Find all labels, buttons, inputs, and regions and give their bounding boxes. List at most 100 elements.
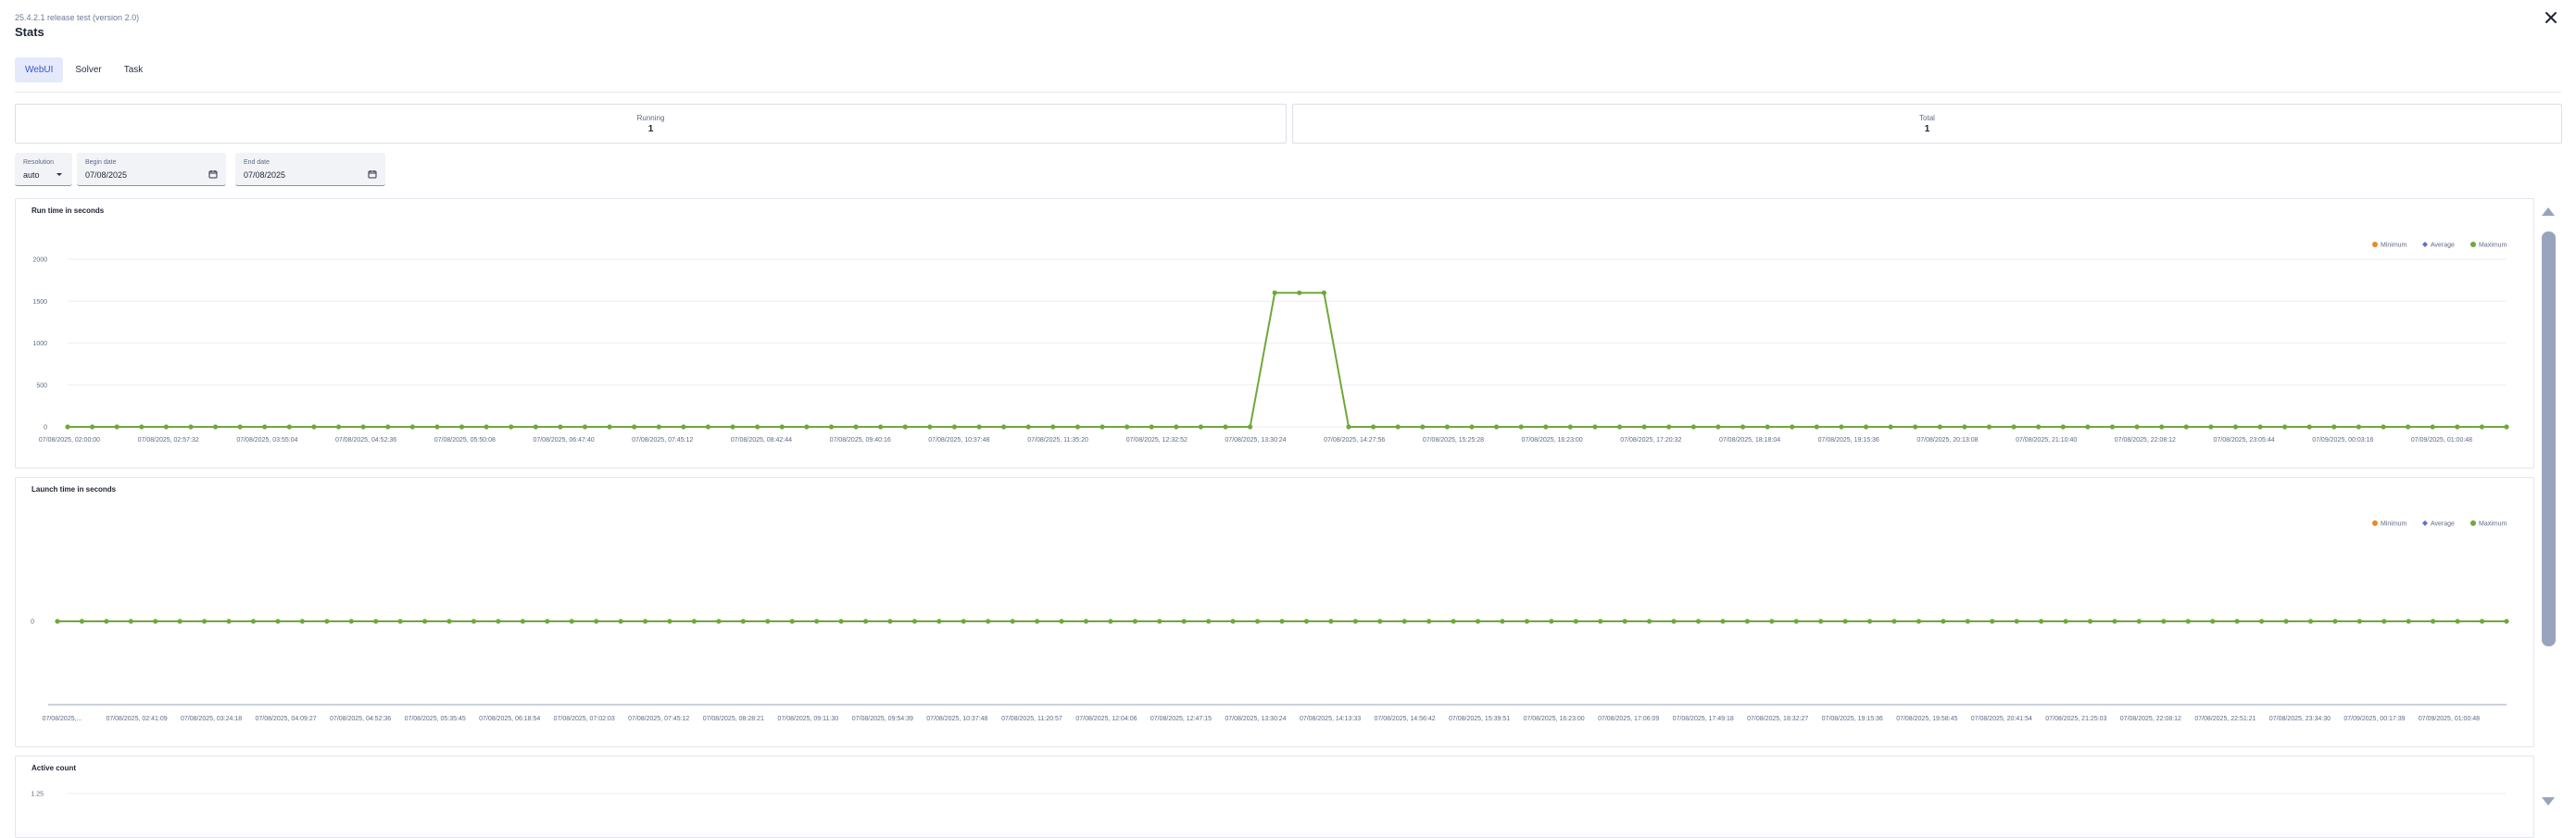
y-tick-label: 1000 — [32, 341, 47, 347]
scroll-up-icon[interactable] — [2541, 206, 2556, 217]
data-point — [509, 424, 514, 430]
data-point — [911, 619, 918, 624]
data-point — [1125, 424, 1130, 430]
data-point — [153, 619, 158, 624]
data-point — [716, 619, 722, 624]
legend-label-maximum: Maximum — [2479, 521, 2507, 528]
legend-label-average: Average — [2431, 243, 2455, 249]
data-point — [730, 424, 735, 430]
x-tick-label: 07/08/2025, 18:32:27 — [1747, 716, 1808, 722]
data-point — [1965, 619, 1970, 624]
data-point — [1641, 424, 1647, 430]
data-point — [1818, 619, 1824, 624]
dialog-subtitle: 25.4.2.1 release test (version 2.0) — [15, 13, 140, 22]
data-point — [2185, 619, 2191, 624]
data-point — [607, 424, 612, 430]
x-tick-label: 07/08/2025, 07:02:03 — [554, 716, 615, 722]
legend-marker-minimum — [2372, 242, 2378, 247]
legend-label-minimum: Minimum — [2381, 521, 2407, 528]
data-point — [1793, 619, 1799, 624]
data-point — [79, 619, 85, 624]
data-point — [1567, 424, 1573, 430]
data-point — [2381, 619, 2387, 624]
data-point — [828, 424, 835, 430]
data-point — [335, 424, 342, 430]
x-tick-label: 07/08/2025, 18:18:04 — [1719, 437, 1780, 444]
data-point — [1248, 424, 1253, 430]
calendar-icon[interactable] — [208, 169, 218, 179]
data-point — [2283, 619, 2289, 624]
close-button[interactable] — [2541, 7, 2561, 28]
data-point — [1671, 619, 1677, 624]
data-point — [582, 424, 588, 430]
tab-task[interactable]: Task — [123, 65, 144, 75]
data-point — [2039, 619, 2044, 624]
data-point — [1108, 619, 1113, 624]
calendar-icon[interactable] — [368, 169, 377, 179]
data-point — [986, 619, 991, 624]
data-point — [360, 424, 366, 430]
tab-solver[interactable]: Solver — [75, 65, 102, 75]
legend-marker-average — [2422, 520, 2428, 526]
begin-date-label: Begin date — [85, 159, 117, 166]
data-point — [853, 424, 859, 430]
data-point — [862, 619, 869, 624]
x-tick-label: 07/08/2025, 09:40:16 — [830, 437, 891, 444]
data-point — [2430, 424, 2435, 430]
scrollbar-thumb[interactable] — [2542, 231, 2556, 646]
data-point — [1986, 424, 1992, 430]
x-tick-label: 07/08/2025, 21:25:03 — [2045, 716, 2106, 722]
tab-webui[interactable]: WebUI — [15, 57, 64, 82]
data-point — [1720, 619, 1726, 624]
data-point — [1913, 424, 1918, 430]
resolution-select[interactable]: Resolution auto — [15, 153, 72, 186]
x-tick-label: 07/08/2025, 19:15:36 — [1822, 716, 1883, 722]
close-icon — [2545, 12, 2557, 23]
data-point — [2060, 424, 2066, 430]
data-point — [740, 619, 746, 624]
y-tick-label: 0 — [44, 425, 47, 432]
x-tick-label: 07/08/2025, 04:52:36 — [330, 716, 391, 722]
data-point — [237, 424, 243, 430]
x-tick-label: 07/08/2025, 03:55:04 — [236, 437, 297, 444]
data-point — [1863, 424, 1869, 430]
total-stat-card: Total 1 — [1292, 104, 2562, 144]
data-point — [1132, 619, 1137, 624]
data-point — [1666, 424, 1672, 430]
data-point — [1695, 619, 1702, 624]
x-tick-label: 07/08/2025, 19:58:45 — [1896, 716, 1957, 722]
run-time-panel: Run time in seconds Minimum Average Maximu… — [15, 198, 2534, 469]
x-tick-label: 07/08/2025, 15:25:28 — [1423, 437, 1484, 444]
x-tick-label: 07/08/2025, 09:54:39 — [852, 716, 913, 722]
resolution-value: auto — [23, 170, 40, 180]
scroll-down-icon[interactable] — [2541, 796, 2556, 807]
x-tick-label: 07/08/2025, 21:10:40 — [2016, 437, 2077, 444]
data-point — [1254, 619, 1261, 624]
data-point — [1622, 619, 1627, 624]
data-point — [1916, 619, 1922, 624]
data-point — [299, 619, 305, 624]
data-point — [2406, 424, 2411, 430]
x-tick-label: 07/08/2025, 14:27:56 — [1324, 437, 1385, 444]
x-tick-label: 07/08/2025, 23:34:30 — [2269, 716, 2331, 722]
data-point — [177, 619, 182, 624]
data-point — [202, 619, 207, 624]
data-point — [2479, 424, 2485, 430]
data-point — [1050, 424, 1056, 430]
data-point — [838, 619, 844, 624]
x-tick-label: 07/08/2025, 12:47:15 — [1150, 716, 1212, 722]
data-point — [104, 619, 109, 624]
end-date-field[interactable]: End date 07/08/2025 — [235, 153, 385, 186]
x-tick-label: 07/08/2025, 02:41:09 — [106, 716, 167, 722]
data-point — [65, 424, 70, 430]
begin-date-field[interactable]: Begin date 07/08/2025 — [77, 153, 226, 186]
data-point — [927, 424, 933, 430]
data-point — [2406, 619, 2411, 624]
data-point — [2134, 424, 2140, 430]
data-point — [286, 424, 292, 430]
data-point — [961, 619, 966, 624]
data-point — [1100, 424, 1105, 430]
data-point — [2504, 424, 2509, 430]
data-point — [409, 424, 415, 430]
x-tick-label: 07/08/2025, 23:05:44 — [2213, 437, 2274, 444]
